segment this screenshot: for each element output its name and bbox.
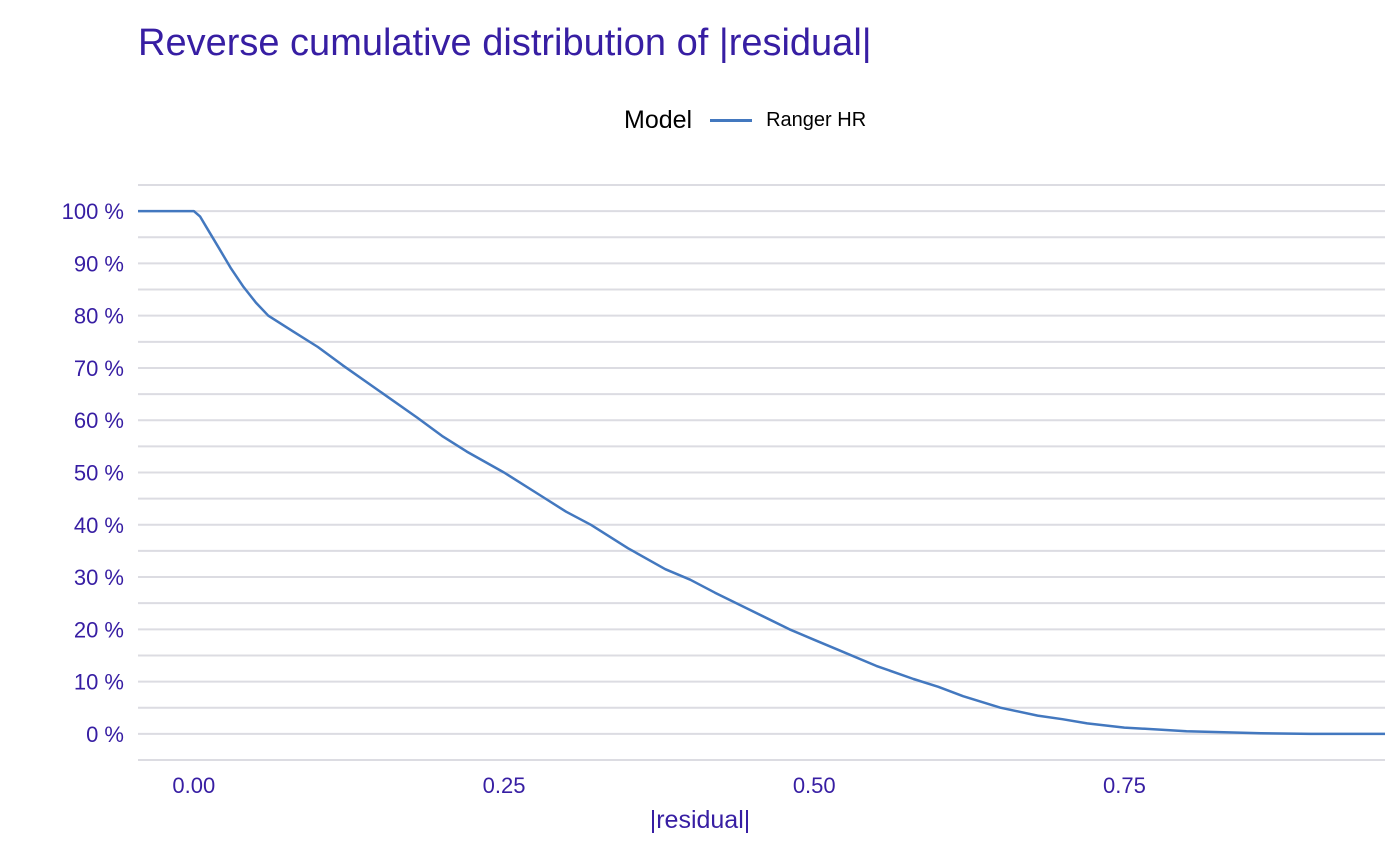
x-tick-label: 0.25	[483, 773, 526, 798]
series-line-ranger-hr	[138, 209, 1385, 736]
legend-label-ranger-hr: Ranger HR	[766, 108, 867, 131]
y-tick-label: 40 %	[74, 513, 124, 538]
y-axis-tick-labels: 0 % 10 % 20 % 30 % 40 % 50 % 60 % 70 % 80 % 90 % 1…	[62, 199, 124, 747]
grid-lines	[138, 184, 1385, 761]
x-tick-label: 0.00	[172, 773, 215, 798]
y-tick-label: 50 %	[74, 461, 124, 486]
x-axis-label: |residual|	[649, 806, 751, 834]
x-tick-label: 0.50	[793, 773, 836, 798]
series-group	[138, 209, 1385, 736]
y-tick-label: 30 %	[74, 565, 124, 590]
y-tick-label: 70 %	[74, 356, 124, 381]
y-tick-label: 60 %	[74, 408, 124, 433]
y-tick-label: 100 %	[62, 199, 124, 224]
x-tick-label: 0.75	[1103, 773, 1146, 798]
legend-title: Model	[624, 105, 693, 134]
y-tick-label: 90 %	[74, 251, 124, 276]
x-axis-tick-labels: 0.00 0.25 0.50 0.75	[172, 773, 1145, 798]
y-tick-label: 80 %	[74, 304, 124, 329]
chart-title: Reverse cumulative distribution of |resi…	[138, 22, 872, 64]
legend-key-ranger-hr	[710, 118, 753, 122]
legend: Model Ranger HR	[624, 104, 866, 136]
y-tick-label: 10 %	[74, 670, 124, 695]
y-tick-label: 0 %	[86, 722, 124, 747]
y-tick-label: 20 %	[74, 617, 124, 642]
